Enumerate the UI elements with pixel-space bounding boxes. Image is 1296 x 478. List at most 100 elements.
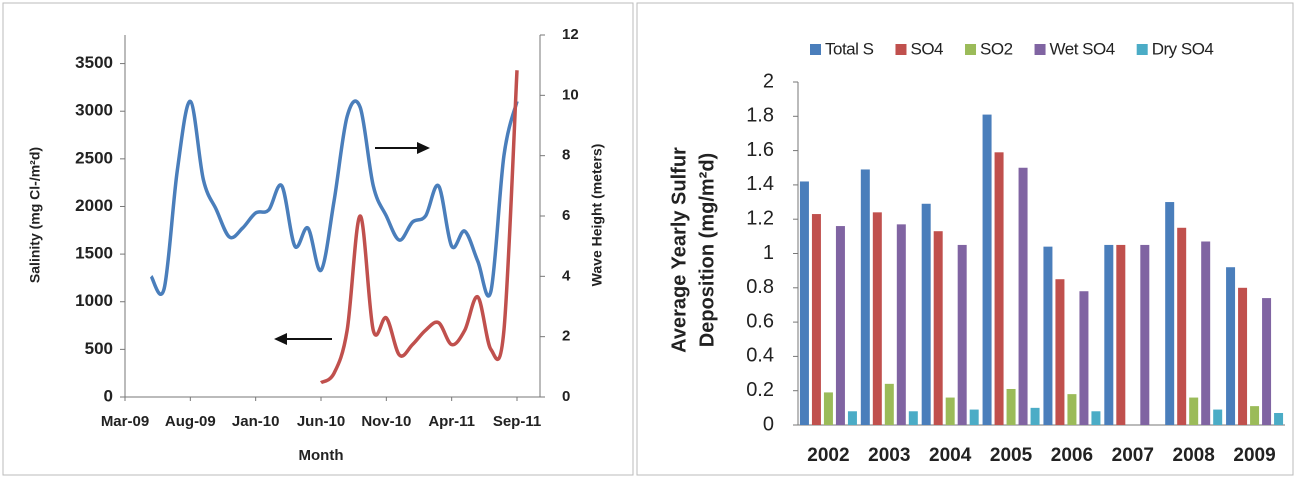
legend-swatch (810, 44, 821, 55)
bar (933, 231, 943, 425)
bar (823, 392, 833, 425)
y-tick-label: 0 (104, 386, 113, 405)
data-line (149, 99, 519, 298)
y-axis-title: Average Yearly Sulfur (668, 147, 690, 353)
x-tick-label: Mar-09 (101, 413, 149, 430)
x-tick-label: 2008 (1173, 445, 1215, 466)
legend-swatch (895, 44, 907, 55)
y-tick-label: 0 (763, 413, 774, 435)
y2-tick-label: 6 (562, 207, 570, 224)
x-tick-label: 2002 (807, 445, 849, 466)
bar (1079, 291, 1089, 425)
legend-label: SO2 (980, 39, 1013, 58)
bar (835, 226, 845, 425)
bar (969, 409, 979, 425)
bar (1116, 244, 1126, 425)
bar (1055, 279, 1065, 425)
bar (921, 203, 931, 425)
legend-swatch (1136, 44, 1148, 55)
y-axis-title: Salinity (mg Cl-/m²d) (27, 147, 43, 283)
y-tick-label: 3500 (75, 53, 113, 72)
y2-tick-label: 12 (562, 26, 579, 43)
bar (982, 114, 992, 426)
arrow-right (375, 142, 430, 154)
bar (1018, 167, 1028, 425)
bar (1201, 241, 1211, 425)
legend-swatch (1034, 44, 1046, 55)
y2-tick-label: 10 (562, 86, 579, 103)
y-tick-label: 3000 (75, 101, 113, 120)
bar (1006, 388, 1016, 425)
bar (945, 397, 955, 425)
data-line (319, 70, 519, 385)
bar (1262, 298, 1272, 425)
x-tick-label: Jan-10 (232, 413, 280, 430)
y-tick-label: 0.4 (746, 345, 774, 367)
y-tick-label: 0.8 (746, 276, 774, 298)
bar (872, 212, 882, 425)
bar (957, 244, 967, 425)
bar (1140, 244, 1150, 425)
bar (908, 411, 918, 425)
x-tick-label: Apr-11 (428, 413, 475, 430)
y2-tick-label: 8 (562, 147, 570, 164)
x-tick-label: 2006 (1051, 445, 1093, 466)
right-panel (636, 2, 1294, 476)
y-tick-label: 1 (763, 242, 774, 264)
y-tick-label: 1.8 (746, 105, 774, 127)
y-axis-title: Deposition (mg/m²d) (696, 153, 718, 347)
bar (1274, 412, 1284, 425)
bar (1043, 246, 1053, 425)
bar (1165, 202, 1175, 425)
bar (1067, 394, 1077, 425)
y-tick-label: 1.4 (746, 173, 774, 195)
x-tick-label: Jun-10 (297, 413, 345, 430)
bar (1104, 244, 1114, 425)
y2-axis-title: Wave Height (meters) (589, 144, 605, 287)
bar (994, 152, 1004, 425)
y-tick-label: 2000 (75, 196, 113, 215)
bar (1189, 397, 1199, 425)
bar (1213, 409, 1223, 425)
bar (1177, 227, 1187, 425)
bar (896, 224, 906, 425)
x-tick-label: 2007 (1112, 445, 1154, 466)
y-tick-label: 500 (85, 339, 113, 358)
legend-label: SO4 (910, 39, 943, 58)
x-tick-label: Aug-09 (165, 413, 216, 430)
x-tick-label: 2009 (1233, 445, 1275, 466)
bar (860, 169, 870, 425)
y-tick-label: 1500 (75, 244, 113, 263)
x-tick-label: 2004 (929, 445, 972, 466)
legend-label: Dry SO4 (1152, 39, 1214, 58)
bar (1091, 411, 1101, 425)
y-tick-label: 1000 (75, 291, 113, 310)
bar (1226, 267, 1236, 425)
bar (884, 383, 894, 425)
legend-label: Total S (825, 39, 874, 58)
y-tick-label: 2 (763, 70, 774, 92)
legend-swatch (965, 44, 977, 55)
y-tick-label: 2500 (75, 148, 113, 167)
x-tick-label: Nov-10 (361, 413, 411, 430)
y-tick-label: 0.6 (746, 310, 774, 332)
bar (811, 214, 821, 425)
x-tick-label: 2005 (990, 445, 1033, 466)
bar (1030, 407, 1040, 425)
y2-tick-label: 4 (562, 267, 571, 284)
x-tick-label: 2003 (868, 445, 910, 466)
arrow-left (274, 333, 332, 345)
y2-tick-label: 0 (562, 388, 570, 405)
left-panel (2, 2, 634, 476)
x-axis-title: Month (299, 447, 344, 464)
bar (847, 411, 857, 425)
bar (1250, 406, 1260, 425)
bar (1238, 287, 1248, 425)
legend-label: Wet SO4 (1050, 39, 1115, 58)
y-tick-label: 1.2 (746, 207, 774, 229)
y-tick-label: 1.6 (746, 139, 774, 161)
bar (799, 181, 809, 425)
y-tick-label: 0.2 (746, 379, 774, 401)
